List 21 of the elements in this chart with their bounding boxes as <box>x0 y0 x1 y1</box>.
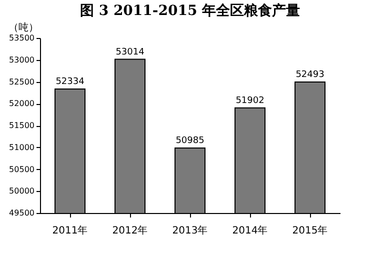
y-axis-title: （吨） <box>8 22 38 34</box>
data-label: 50985 <box>176 136 204 146</box>
y-tick-label: 52000 <box>9 99 34 108</box>
data-label: 52493 <box>296 70 324 80</box>
data-label: 51902 <box>236 96 264 106</box>
x-tick-label: 2015年 <box>292 224 328 236</box>
x-tick-label: 2012年 <box>112 224 148 236</box>
y-tick-label: 53000 <box>9 55 34 64</box>
data-label: 53014 <box>116 47 145 58</box>
y-tick-label: 51500 <box>9 121 34 130</box>
chart-title: 图 3 2011-2015 年全区粮食产量 <box>80 2 300 19</box>
x-tick-label: 2011年 <box>52 224 88 236</box>
x-tick-label: 2014年 <box>232 224 268 236</box>
y-tick-label: 50500 <box>9 164 34 174</box>
y-tick-label: 52500 <box>9 77 34 86</box>
y-tick-label: 51000 <box>9 142 34 152</box>
data-label: 52334 <box>56 77 85 88</box>
x-tick-label: 2013年 <box>172 224 208 236</box>
y-tick-label: 49500 <box>9 208 34 218</box>
y-tick-label: 50000 <box>9 186 34 196</box>
y-tick-label: 53500 <box>9 34 34 42</box>
